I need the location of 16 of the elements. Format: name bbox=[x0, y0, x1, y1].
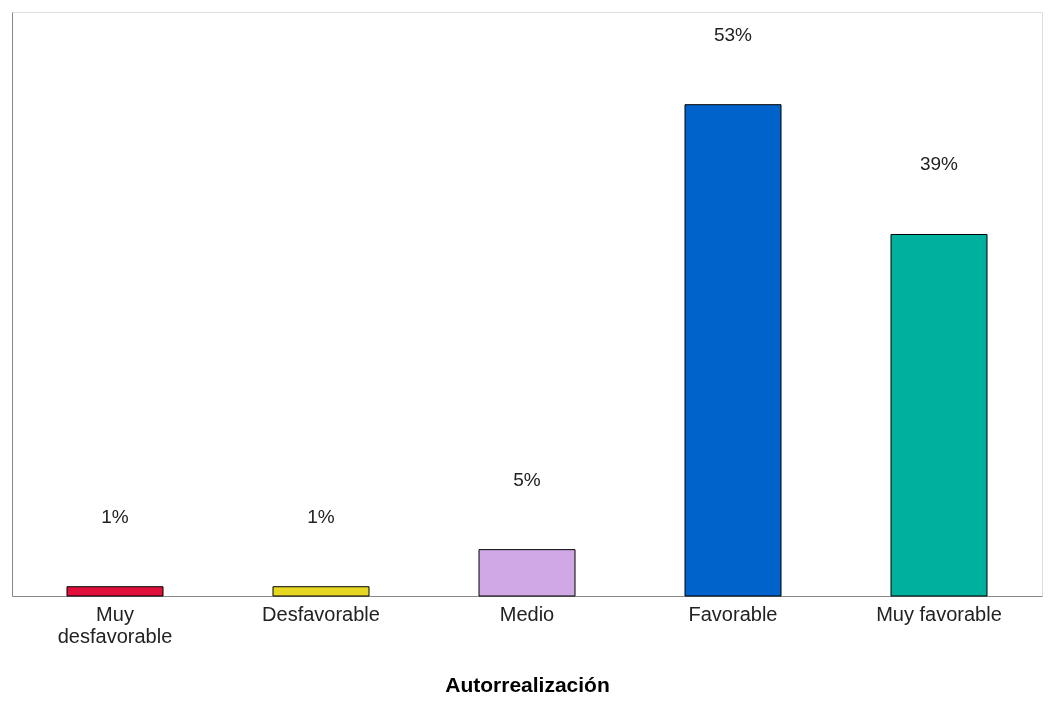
x-tick-label: Medio bbox=[499, 602, 555, 625]
x-tick-label: Favorable bbox=[688, 602, 778, 625]
bar bbox=[272, 586, 370, 597]
bar bbox=[66, 586, 164, 597]
data-label: 39% bbox=[919, 153, 959, 175]
x-tick-label: Muy favorable bbox=[876, 602, 1002, 625]
x-tick-label: Desfavorable bbox=[262, 602, 380, 625]
bar bbox=[478, 549, 576, 597]
bar bbox=[890, 233, 988, 597]
data-label: 53% bbox=[713, 23, 753, 45]
data-label: 1% bbox=[101, 505, 129, 527]
data-label: 5% bbox=[513, 468, 541, 490]
x-tick-label: Muy desfavorable bbox=[57, 602, 173, 647]
data-label: 1% bbox=[307, 505, 335, 527]
bar bbox=[684, 104, 782, 597]
x-axis-title: Autorrealización bbox=[445, 672, 610, 696]
